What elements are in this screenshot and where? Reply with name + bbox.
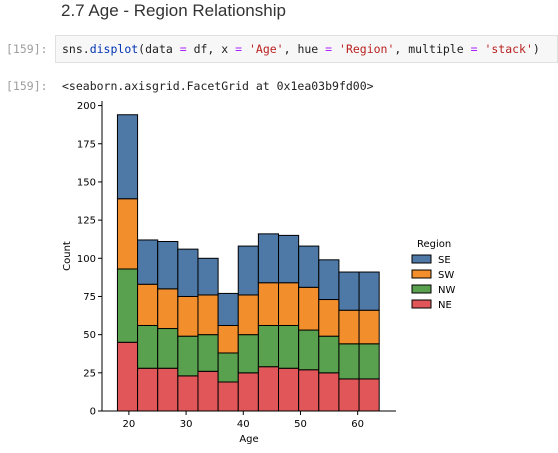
bar-se [338, 271, 360, 311]
bar-ne [116, 341, 139, 412]
section-heading: 2.7 Age - Region Relationship [61, 1, 286, 20]
code-eq: = [325, 42, 333, 56]
bar-sw [298, 286, 320, 331]
bar-se [278, 234, 300, 284]
y-axis-label: Count [62, 241, 73, 271]
bar-ne [257, 366, 280, 412]
bar-ne [217, 381, 239, 412]
code-fn-prefix: sns. [62, 42, 90, 56]
bar-nw [197, 334, 219, 372]
bar-sw [338, 309, 360, 345]
code-close: ) [532, 42, 540, 56]
code-str-region: 'Region' [332, 42, 395, 56]
code-line: sns.displot(data = df, x = 'Age', hue = … [62, 42, 540, 56]
bar-sw [217, 324, 239, 354]
bar-sw [137, 283, 159, 326]
y-tick-label: 0 [90, 407, 96, 418]
y-tick-label: 75 [83, 292, 96, 303]
bar-se [237, 245, 259, 296]
x-axis-label: Age [239, 434, 258, 445]
bar-nw [338, 343, 360, 380]
bar-nw [177, 335, 199, 377]
code-cell[interactable]: sns.displot(data = df, x = 'Age', hue = … [55, 35, 558, 63]
bar-ne [338, 378, 360, 412]
x-tick-label: 40 [237, 419, 250, 430]
code-eq: = [179, 42, 187, 56]
bar-nw [358, 343, 380, 380]
input-prompt: [159]: [6, 42, 48, 56]
bar-ne [278, 367, 300, 412]
bar-se [298, 245, 320, 288]
legend-swatch-ne [411, 299, 432, 309]
legend-label-se: SE [438, 255, 451, 266]
bar-nw [217, 352, 239, 383]
bar-nw [137, 324, 159, 369]
legend-label-nw: NW [438, 285, 455, 296]
y-tick-label: 25 [83, 368, 96, 379]
legend-label-sw: SW [438, 270, 454, 281]
code-str-stack: 'stack' [477, 42, 533, 56]
code-str-age: 'Age' [242, 42, 284, 56]
legend-title: Region [417, 239, 451, 250]
bar-se [358, 271, 380, 311]
bar-nw [257, 324, 280, 368]
bar-nw [318, 335, 340, 374]
bar-sw [358, 309, 380, 345]
bar-sw [318, 299, 340, 337]
bar-sw [257, 282, 280, 326]
bar-sw [116, 198, 139, 270]
bar-nw [298, 329, 320, 371]
code-arg-multiple: , multiple [394, 42, 471, 56]
legend-label-ne: NE [438, 300, 452, 311]
code-eq: = [470, 42, 478, 56]
bar-nw [237, 334, 259, 374]
bar-se [116, 114, 139, 200]
bar-ne [157, 367, 179, 412]
bar-ne [177, 375, 199, 412]
bar-ne [318, 372, 340, 412]
bar-ne [137, 367, 159, 412]
bar-sw [197, 294, 219, 336]
output-repr: <seaborn.axisgrid.FacetGrid at 0x1ea03b9… [62, 79, 374, 93]
bar-sw [177, 295, 199, 337]
x-tick-label: 50 [294, 419, 307, 430]
x-tick-label: 20 [123, 419, 136, 430]
bar-sw [157, 288, 179, 330]
bar-se [197, 257, 219, 296]
bar-ne [298, 369, 320, 412]
bar-sw [278, 282, 300, 326]
y-tick-label: 175 [77, 139, 96, 150]
code-arg-df: df, x [186, 42, 236, 56]
y-tick-label: 200 [77, 101, 96, 112]
bar-se [157, 240, 179, 290]
bar-ne [237, 372, 259, 412]
code-args-before: (data [138, 42, 180, 56]
y-tick-label: 100 [77, 254, 96, 265]
code-arg-hue: , hue [283, 42, 326, 56]
legend-swatch-se [411, 254, 432, 264]
x-tick-label: 30 [180, 419, 193, 430]
bar-nw [157, 328, 179, 369]
legend-swatch-sw [411, 269, 432, 279]
output-prompt: [159]: [6, 79, 48, 93]
bar-se [177, 248, 199, 297]
y-tick-label: 50 [83, 330, 96, 341]
bar-ne [358, 378, 380, 412]
bar-se [217, 292, 239, 326]
code-fn-name: displot [89, 42, 139, 56]
y-tick-label: 125 [77, 216, 96, 227]
bar-nw [116, 268, 139, 343]
bar-nw [278, 324, 300, 369]
bar-se [318, 259, 340, 301]
legend-swatch-nw [411, 284, 432, 294]
bar-sw [237, 294, 259, 336]
x-tick-label: 60 [351, 419, 364, 430]
bar-ne [197, 370, 219, 412]
y-tick-label: 150 [77, 177, 96, 188]
bar-se [137, 239, 159, 285]
code-eq: = [235, 42, 243, 56]
bar-se [257, 233, 280, 284]
